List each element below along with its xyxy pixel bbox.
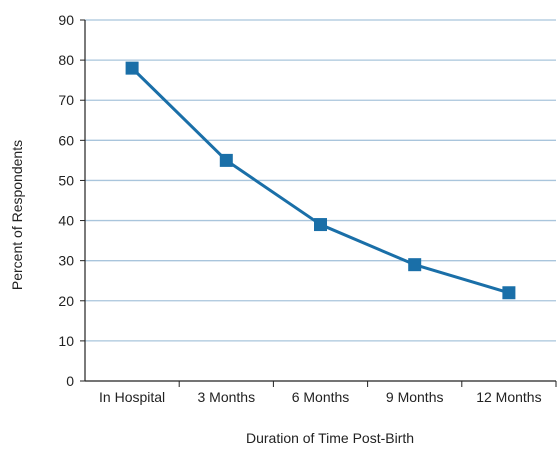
x-tick-label: 12 Months — [476, 389, 541, 405]
series — [125, 61, 516, 300]
y-tick-label: 70 — [58, 92, 74, 108]
data-point-marker — [408, 258, 422, 272]
x-ticks: In Hospital 3 Months 6 Months 9 Months 12 Mo… — [99, 381, 557, 405]
x-tick-label: 9 Months — [386, 389, 444, 405]
axes — [84, 20, 556, 382]
y-tick-label: 50 — [58, 172, 74, 188]
y-axis-title: Percent of Respondents — [9, 140, 25, 290]
x-tick-label: In Hospital — [99, 389, 165, 405]
x-tick-label: 3 Months — [198, 389, 256, 405]
gridlines — [85, 19, 556, 342]
y-tick-label: 20 — [58, 293, 74, 309]
x-axis-title: Duration of Time Post-Birth — [246, 430, 414, 446]
y-tick-label: 90 — [58, 12, 74, 28]
data-point-marker — [502, 286, 516, 300]
data-point-marker — [219, 153, 233, 167]
x-tick-label: 6 Months — [292, 389, 350, 405]
y-tick-label: 30 — [58, 253, 74, 269]
y-tick-label: 40 — [58, 213, 74, 229]
y-tick-label: 60 — [58, 132, 74, 148]
y-tick-label: 10 — [58, 333, 74, 349]
data-point-marker — [314, 218, 327, 232]
y-tick-label: 80 — [58, 52, 74, 68]
y-tick-label: 0 — [66, 373, 74, 389]
data-point-marker — [125, 61, 139, 75]
y-ticks: 0 10 20 30 40 50 60 70 80 90 — [58, 12, 85, 389]
